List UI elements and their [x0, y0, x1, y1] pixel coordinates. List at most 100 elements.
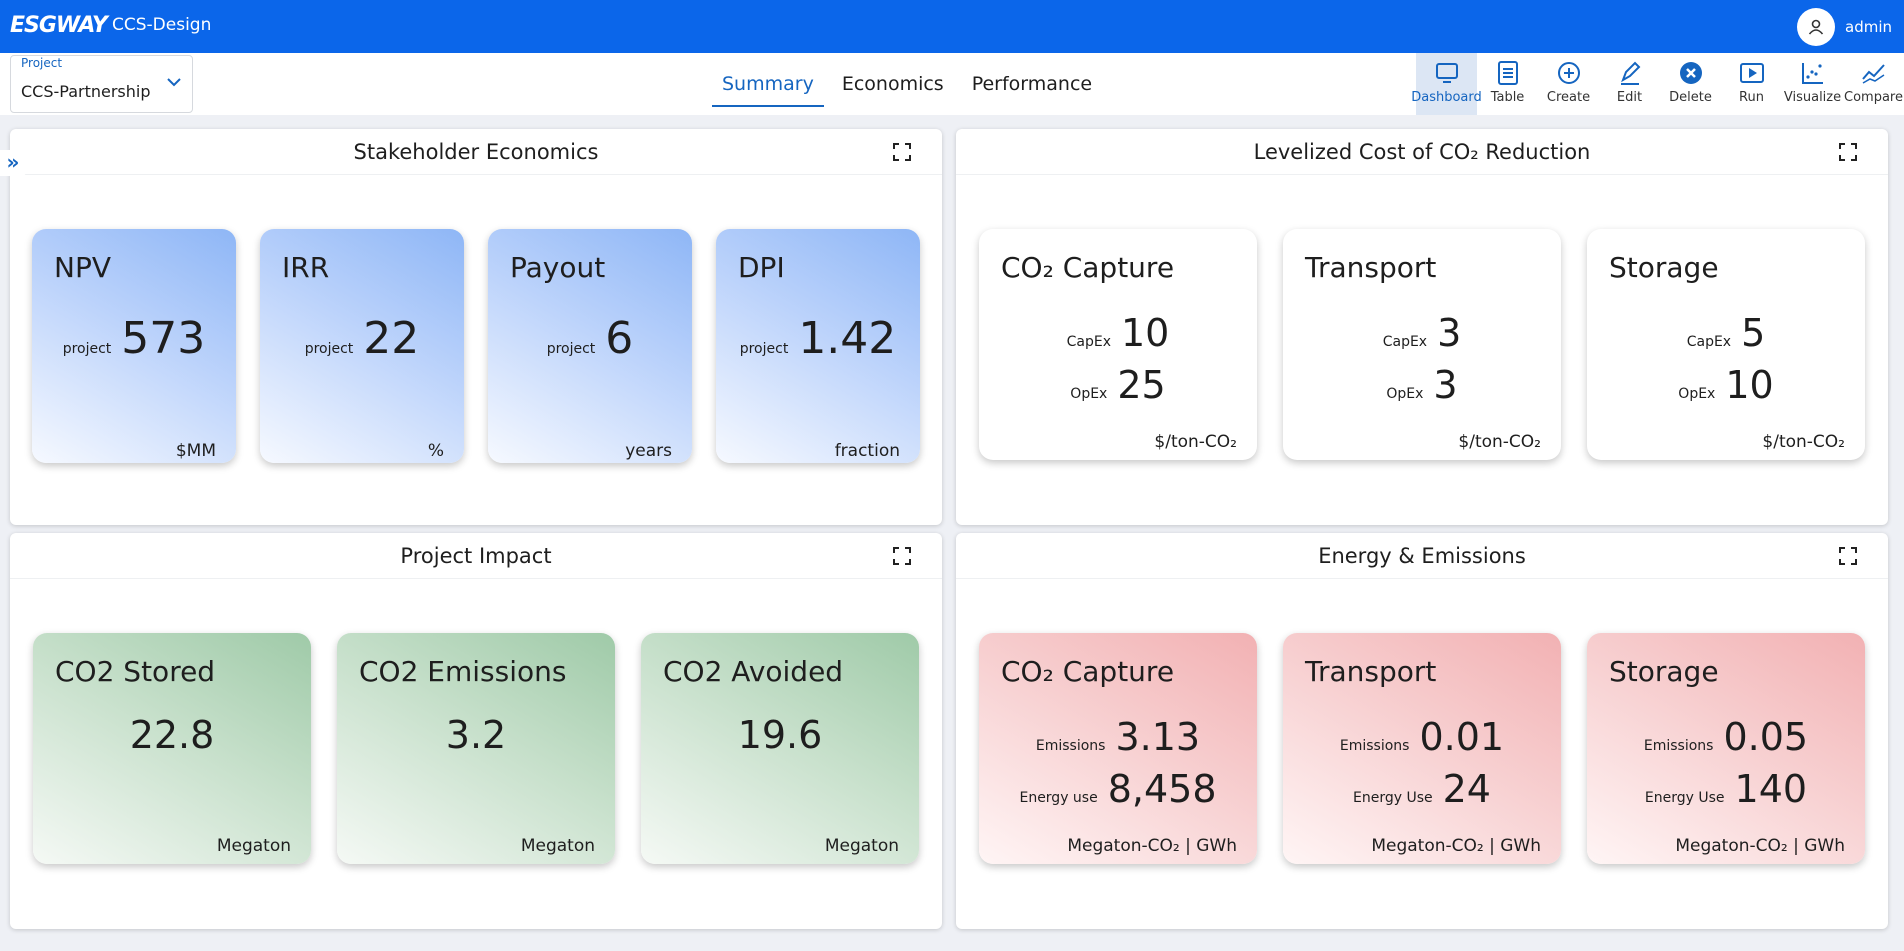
card-values: 22.8: [33, 713, 311, 757]
tool-icon[interactable]: [1677, 59, 1705, 87]
user-name[interactable]: admin: [1845, 18, 1892, 36]
card-title: IRR: [282, 251, 330, 284]
card-title: CO2 Emissions: [359, 655, 567, 688]
card-row: CO₂ Capture Emissions 3.13 Energy use 8,458 M…: [956, 633, 1888, 864]
tool-button[interactable]: Run: [1721, 53, 1782, 115]
sidebar-toggle[interactable]: »: [0, 150, 26, 176]
tool-button[interactable]: Visualize: [1782, 53, 1843, 115]
project-value[interactable]: CCS-Partnership: [21, 82, 151, 101]
expand-button[interactable]: [892, 546, 912, 570]
tab[interactable]: Economics: [841, 73, 944, 95]
panel-title: Project Impact: [10, 533, 942, 579]
metric-card: CO₂ Capture CapEx 10 OpEx 25 $/ton-CO₂: [979, 229, 1257, 460]
tool-label[interactable]: Edit: [1616, 90, 1643, 105]
tool-button[interactable]: Compare: [1843, 53, 1904, 115]
value: 10: [1121, 311, 1170, 355]
avatar[interactable]: [1797, 8, 1835, 46]
value-row: Emissions 0.05: [1644, 715, 1808, 759]
value: 22.8: [129, 713, 215, 757]
tool-icon[interactable]: [1738, 59, 1766, 87]
value-row: CapEx 3: [1383, 311, 1462, 355]
value-row: 22.8: [130, 713, 215, 757]
tool-icon[interactable]: [1555, 59, 1583, 87]
tool-icon[interactable]: [1433, 59, 1461, 87]
metric-card: CO₂ Capture Emissions 3.13 Energy use 8,458 M…: [979, 633, 1257, 864]
tool-button[interactable]: Table: [1477, 53, 1538, 115]
expand-icon[interactable]: [892, 546, 912, 566]
project-select[interactable]: Project CCS-Partnership: [10, 55, 193, 113]
unit: $MM: [175, 441, 216, 461]
expand-icon[interactable]: [1838, 546, 1858, 566]
value-row: project 1.42: [740, 313, 897, 364]
value-row: CapEx 5: [1687, 311, 1766, 355]
card-title: Storage: [1609, 655, 1719, 688]
value-row: project 573: [63, 313, 206, 364]
app-name: CCS-Design: [112, 15, 212, 35]
card-title: CO2 Avoided: [663, 655, 844, 688]
expand-button[interactable]: [1838, 142, 1858, 166]
value-label: project: [62, 341, 112, 357]
value-label: Emissions: [1035, 738, 1106, 754]
value: 25: [1117, 363, 1166, 407]
tool-icon[interactable]: [1616, 59, 1644, 87]
metric-card: CO2 Emissions 3.2 Megaton: [337, 633, 615, 864]
unit: Megaton-CO₂ | GWh: [1371, 836, 1541, 856]
tool-button[interactable]: Dashboard: [1411, 53, 1482, 115]
tool-label[interactable]: Delete: [1669, 90, 1712, 105]
tool-icon[interactable]: [1799, 59, 1827, 87]
tool-button[interactable]: Delete: [1660, 53, 1721, 115]
tool-button[interactable]: Create: [1538, 53, 1599, 115]
tool-label[interactable]: Visualize: [1783, 90, 1842, 105]
card-values: CapEx 10 OpEx 25: [979, 311, 1257, 407]
tool-button[interactable]: Edit: [1599, 53, 1660, 115]
tab[interactable]: Performance: [971, 73, 1093, 95]
card-values: Emissions 0.01 Energy Use 24: [1283, 715, 1561, 811]
card-values: CapEx 5 OpEx 10: [1587, 311, 1865, 407]
tool-icon[interactable]: [1860, 59, 1888, 87]
panel: Project Impact CO2 Stored 22.8 Megaton CO2 E…: [10, 533, 942, 929]
toolbar: Dashboard Table Create Edit Delete Run Visuali…: [1411, 53, 1904, 115]
tab[interactable]: Summary: [712, 53, 824, 107]
value: 19.6: [737, 713, 823, 757]
value: 1.42: [798, 313, 897, 364]
tool-label[interactable]: Dashboard: [1411, 90, 1482, 105]
unit: years: [625, 441, 672, 461]
value-label: CapEx: [1066, 334, 1111, 350]
metric-card: Storage Emissions 0.05 Energy Use 140 Megaton…: [1587, 633, 1865, 864]
tool-label[interactable]: Compare: [1844, 90, 1903, 105]
value-label: project: [739, 341, 789, 357]
expand-icon[interactable]: [892, 142, 912, 162]
user-menu[interactable]: admin: [1797, 8, 1892, 46]
expand-icon[interactable]: [1838, 142, 1858, 162]
value-row: 19.6: [738, 713, 823, 757]
value-label: Energy Use: [1353, 790, 1433, 806]
tool-label[interactable]: Create: [1546, 90, 1591, 105]
metric-card: NPV project 573 $MM: [32, 229, 236, 463]
dropdown-arrow[interactable]: [166, 76, 182, 88]
tool-label[interactable]: Table: [1490, 90, 1525, 105]
expand-button[interactable]: [892, 142, 912, 166]
value-row: Emissions 0.01: [1340, 715, 1504, 759]
value: 3: [1433, 363, 1458, 407]
value: 10: [1725, 363, 1774, 407]
card-title: Transport: [1305, 251, 1437, 284]
tool-label[interactable]: Run: [1739, 90, 1764, 105]
card-values: project 573: [32, 313, 236, 364]
value: 5: [1741, 311, 1766, 355]
dashboard: Stakeholder Economics NPV project 573 $MM IRR…: [10, 129, 1888, 929]
value-label: OpEx: [1678, 386, 1716, 402]
card-values: project 22: [260, 313, 464, 364]
unit: $/ton-CO₂: [1154, 432, 1237, 452]
value: 6: [605, 313, 634, 364]
expand-button[interactable]: [1838, 546, 1858, 570]
tool-icon[interactable]: [1494, 59, 1522, 87]
card-row: CO₂ Capture CapEx 10 OpEx 25 $/ton-CO₂ Transpo…: [956, 229, 1888, 460]
metric-card: CO2 Avoided 19.6 Megaton: [641, 633, 919, 864]
metric-card: Transport Emissions 0.01 Energy Use 24 Megato…: [1283, 633, 1561, 864]
brand[interactable]: ESGWAY: [10, 13, 108, 38]
card-title: Payout: [510, 251, 606, 284]
card-title: DPI: [738, 251, 785, 284]
top-bar: ESGWAY CCS-Design admin: [0, 0, 1904, 53]
value-label: OpEx: [1386, 386, 1424, 402]
